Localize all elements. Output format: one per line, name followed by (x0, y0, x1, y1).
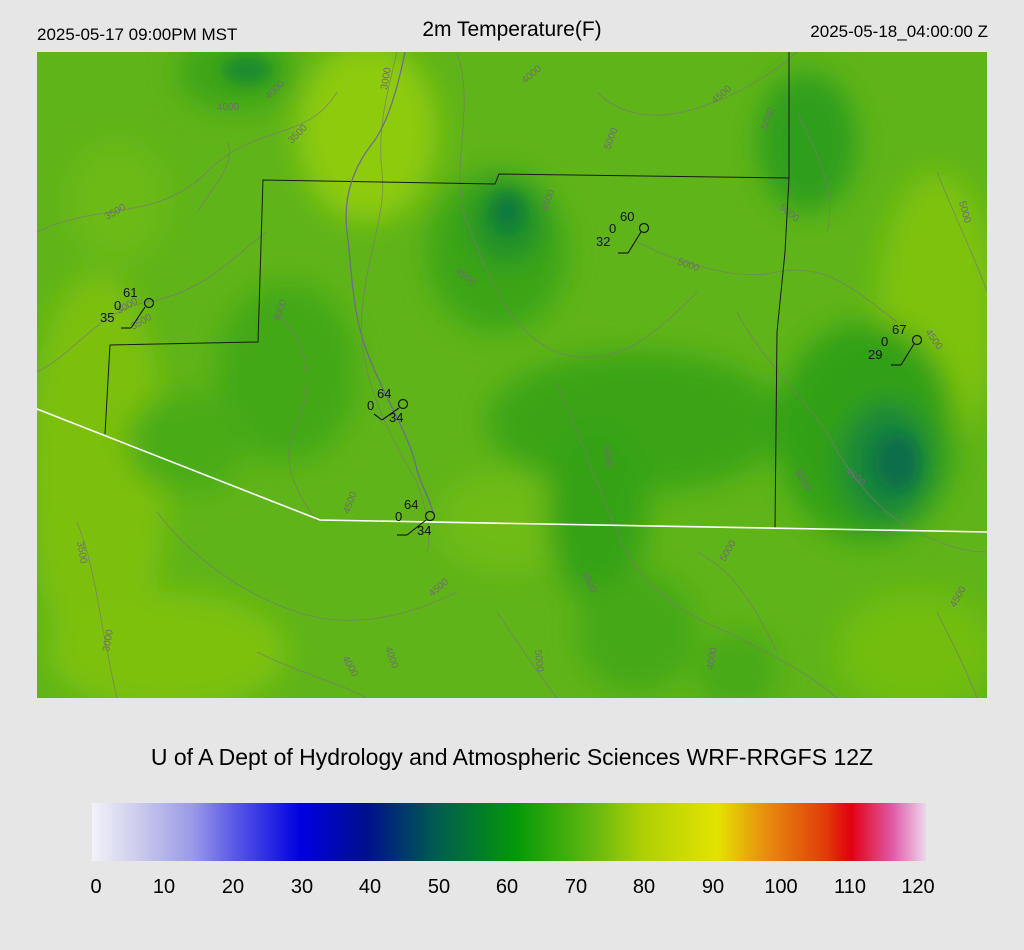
credit-line: U of A Dept of Hydrology and Atmospheric… (150, 744, 874, 770)
station-plot: 61 0 35 (100, 285, 155, 329)
color-bar-ticks: 0 10 20 30 40 50 60 70 80 90 100 110 120 (0, 876, 1024, 900)
color-bar-tick: 30 (290, 876, 314, 898)
contour-label: 4000 (217, 102, 240, 113)
local-time: 2025-05-17 09:00PM MST (37, 25, 238, 44)
station-dewpoint: 29 (868, 347, 882, 362)
station-plot: 60 0 32 (596, 209, 650, 254)
contour-label: 3500 (74, 541, 89, 565)
map-title: 2m Temperature(F) (422, 18, 602, 41)
station-dewpoint: 35 (100, 310, 114, 325)
color-bar-tick: 40 (358, 876, 382, 898)
station-temp: 67 (892, 322, 906, 337)
station-dewpoint: 34 (389, 410, 403, 425)
color-bar-tick: 100 (764, 876, 798, 898)
station-temp: 60 (620, 209, 634, 224)
station-gust: 0 (114, 298, 121, 313)
station-temp: 61 (123, 285, 137, 300)
station-plots: 61 0 35 60 0 32 67 0 29 64 0 34 (100, 209, 923, 538)
color-bar (92, 803, 926, 861)
station-temp: 64 (377, 386, 391, 401)
station-gust: 0 (609, 221, 616, 236)
contour-label: 3000 (101, 628, 116, 652)
elevation-contours (37, 52, 987, 698)
contour-label: 4000 (705, 646, 720, 670)
contour-label: 5000 (600, 445, 615, 469)
station-dewpoint: 34 (417, 523, 431, 538)
contour-label: 5000 (532, 649, 545, 673)
state-boundary (37, 408, 987, 533)
color-bar-tick: 120 (901, 876, 935, 898)
river-line (345, 52, 434, 513)
color-bar-tick: 20 (221, 876, 245, 898)
cold-cores (222, 55, 919, 490)
boundary-lines (37, 52, 987, 533)
station-plot: 67 0 29 (868, 322, 923, 366)
color-bar-tick: 80 (632, 876, 656, 898)
station-temp: 64 (404, 497, 418, 512)
temperature-field (37, 52, 987, 698)
station-dewpoint: 32 (596, 234, 610, 249)
color-bar-tick: 50 (427, 876, 451, 898)
utc-time: 2025-05-18_04:00:00 Z (810, 22, 988, 41)
station-plot: 64 0 34 (367, 386, 409, 425)
header: 2025-05-17 09:00PM MST 2m Temperature(F)… (0, 0, 1024, 50)
station-plot: 64 0 34 (395, 497, 436, 538)
color-bar-tick: 90 (701, 876, 725, 898)
color-bar-tick: 60 (495, 876, 519, 898)
color-bar-tick: 0 (90, 876, 102, 898)
county-line (104, 173, 790, 529)
station-gust: 0 (395, 509, 402, 524)
station-gust: 0 (881, 334, 888, 349)
color-bar-tick: 70 (564, 876, 588, 898)
color-bar-tick: 10 (152, 876, 176, 898)
contour-label: 3000 (379, 66, 394, 90)
station-gust: 0 (367, 398, 374, 413)
temperature-map: 3000 3500 4000 4000 3500 3000 3500 4000 … (37, 52, 987, 698)
color-bar-tick: 110 (834, 876, 866, 898)
